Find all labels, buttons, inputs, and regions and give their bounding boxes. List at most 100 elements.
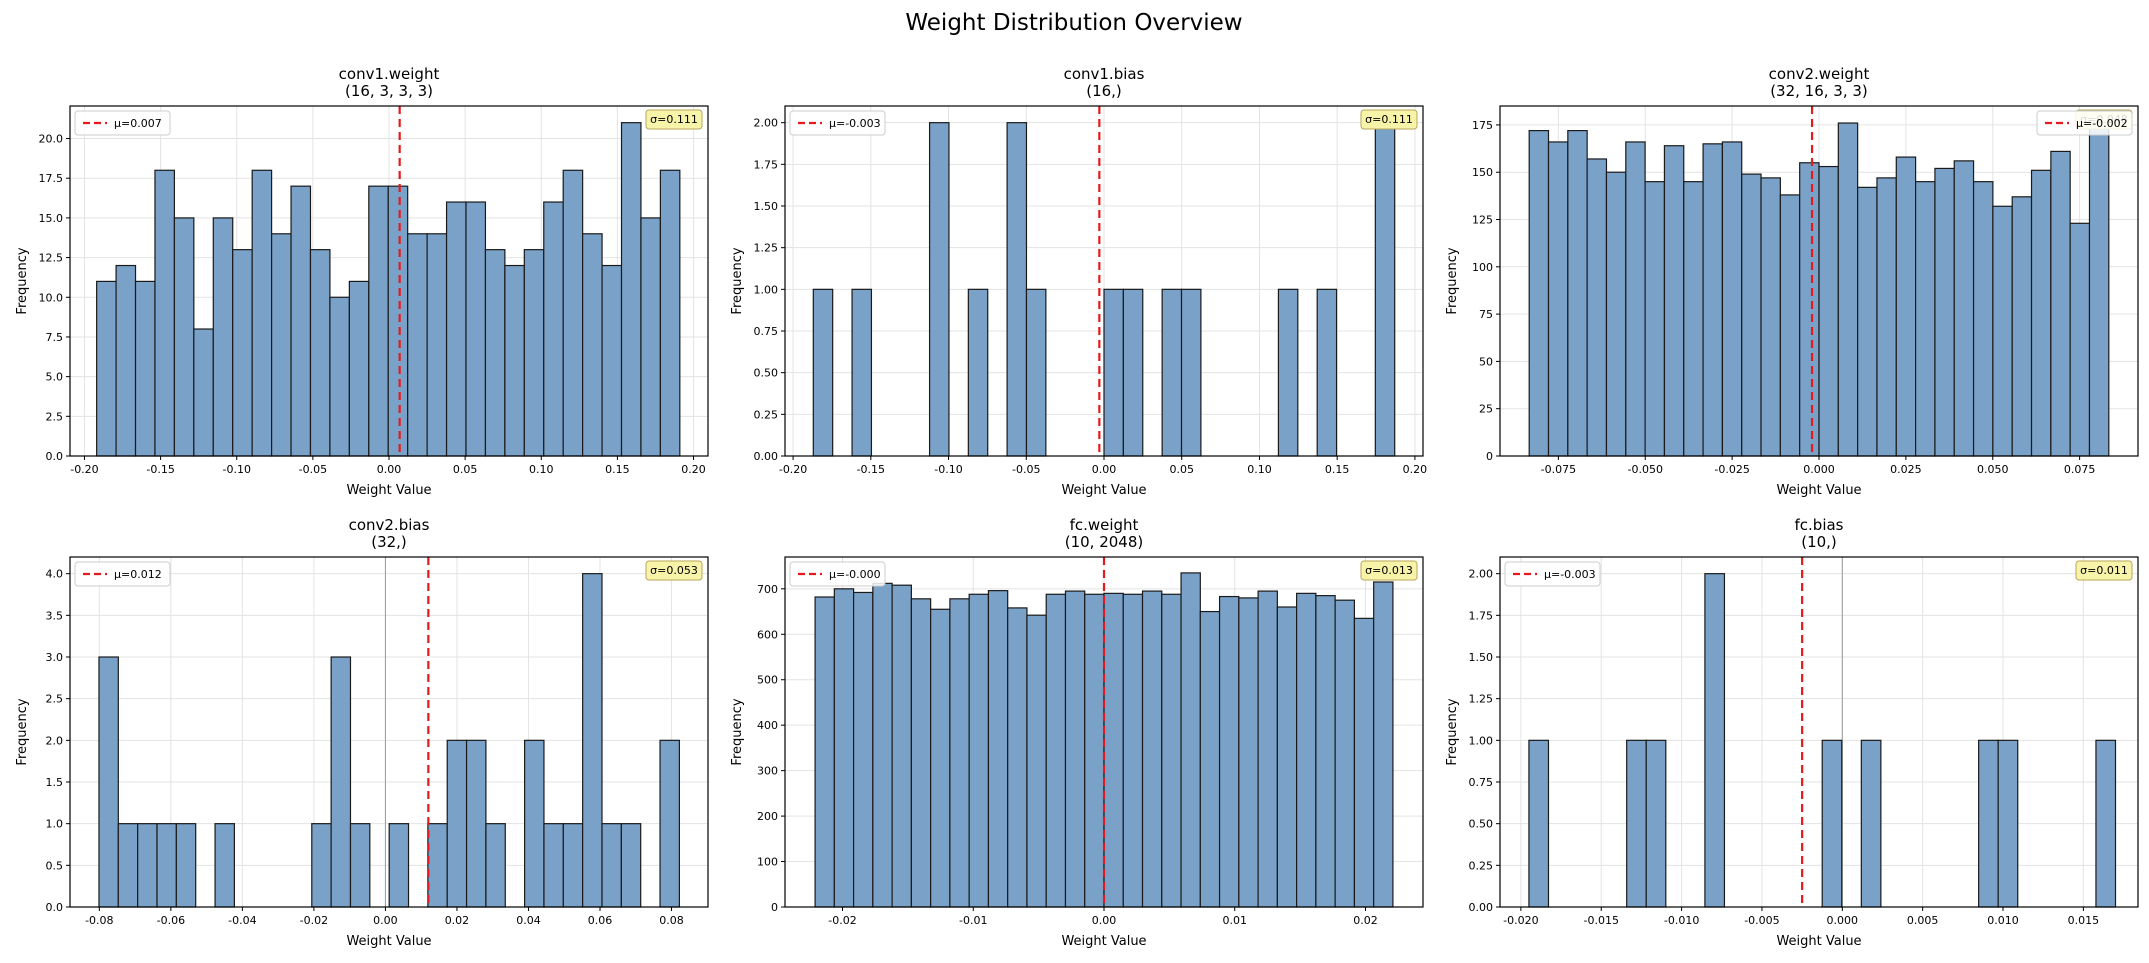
- y-tick-label: 600: [757, 628, 778, 641]
- histogram-bar: [1953, 160, 1975, 457]
- histogram-bar: [484, 249, 506, 457]
- x-tick-label: 0.000: [1827, 914, 1859, 927]
- chart-subtitle: (32,): [371, 533, 407, 551]
- x-tick-label: -0.08: [85, 914, 113, 927]
- legend-label: μ=-0.002: [2076, 117, 2128, 130]
- histogram-bar: [1625, 141, 1646, 457]
- x-tick-label: -0.05: [1012, 463, 1040, 476]
- x-tick-label: -0.020: [1503, 914, 1538, 927]
- histogram-bar: [812, 288, 834, 457]
- histogram-bar: [1683, 181, 1704, 457]
- histogram-bar: [582, 233, 603, 457]
- legend-box: [789, 110, 886, 136]
- histogram-bar: [175, 823, 197, 908]
- histogram-bar: [1334, 599, 1356, 908]
- grid: [1500, 557, 2138, 908]
- y-tick-label: 17.5: [39, 172, 64, 185]
- y-tick-label: 1.50: [754, 200, 779, 213]
- y-tick-label: 2.5: [46, 693, 64, 706]
- histogram-bar: [504, 264, 525, 457]
- sigma-label: σ=0.013: [1365, 564, 1413, 577]
- y-tick-label: 2.5: [46, 410, 64, 423]
- x-tick-label: -0.02: [828, 914, 856, 927]
- x-tick-label: 0.10: [529, 463, 554, 476]
- histogram-bar: [1103, 288, 1124, 457]
- y-tick-label: 5.0: [46, 371, 64, 384]
- histogram-bar: [659, 739, 680, 908]
- histogram-bar: [485, 823, 506, 908]
- histogram-bar: [1702, 143, 1723, 457]
- x-tick-label: -0.20: [779, 463, 807, 476]
- histogram-bar: [1818, 165, 1839, 457]
- x-tick-label: -0.010: [1664, 914, 1699, 927]
- histogram-bar: [1605, 171, 1627, 457]
- histogram-bar: [1528, 739, 1550, 908]
- y-tick-label: 2.00: [1469, 568, 1494, 581]
- y-tick-label: 0.00: [1469, 901, 1494, 914]
- x-tick-label: -0.050: [1628, 463, 1663, 476]
- histogram-bar: [659, 169, 681, 457]
- x-tick-label: -0.025: [1714, 463, 1749, 476]
- y-tick-label: 3.0: [46, 651, 64, 664]
- histogram-bar: [1103, 592, 1124, 908]
- histogram-bar: [620, 823, 642, 908]
- histogram-bar: [2088, 122, 2110, 457]
- histogram-bar: [1045, 593, 1067, 908]
- y-tick-label: 0.50: [754, 367, 779, 380]
- y-tick-label: 300: [757, 765, 778, 778]
- histogram-bar: [2095, 739, 2117, 908]
- x-tick-label: 0.00: [1092, 914, 1117, 927]
- histogram-bar: [1821, 739, 1843, 908]
- y-tick-label: 7.5: [46, 331, 64, 344]
- y-tick-label: 20.0: [39, 133, 64, 146]
- histogram-bar: [290, 185, 312, 457]
- y-tick-label: 1.00: [1469, 734, 1494, 747]
- histogram-bar: [1626, 739, 1647, 908]
- chart-title: conv2.weight: [1769, 65, 1870, 83]
- histogram-bar: [1704, 573, 1726, 908]
- y-tick-label: 0.50: [1469, 818, 1494, 831]
- histogram-bar: [309, 249, 331, 457]
- y-tick-label: 0.00: [754, 450, 779, 463]
- histogram-bar: [1663, 145, 1685, 457]
- histogram-bar: [1373, 581, 1394, 908]
- histogram-bar: [117, 823, 139, 908]
- histogram-bar: [1122, 593, 1144, 908]
- histogram-bar: [987, 590, 1009, 908]
- x-tick-label: 0.20: [681, 463, 706, 476]
- sigma-box: [1360, 109, 1418, 130]
- y-axis-label: Frequency: [15, 247, 30, 314]
- chart-panel-3: conv2.weight(32, 16, 3, 3) -0.075 -0.050 -0…: [1445, 65, 2139, 498]
- histogram-bar: [1122, 288, 1144, 457]
- histogram-bar: [1528, 129, 1550, 457]
- histogram-bar: [1161, 288, 1183, 457]
- x-tick-label: 0.20: [1403, 463, 1428, 476]
- histogram-bar: [1006, 122, 1028, 457]
- histogram-bar: [1084, 593, 1105, 908]
- sigma-box: [645, 109, 703, 130]
- x-tick-label: 0.005: [1907, 914, 1939, 927]
- sigma-label: σ=0.011: [2080, 564, 2128, 577]
- x-tick-label: 0.05: [453, 463, 478, 476]
- chart-title: conv2.bias: [349, 516, 430, 534]
- histogram-bar: [1315, 595, 1336, 908]
- histogram-bar: [1895, 156, 1917, 457]
- histogram-bar: [1837, 122, 1859, 457]
- x-tick-label: 0.15: [605, 463, 630, 476]
- x-tick-label: 0.025: [1890, 463, 1922, 476]
- histogram-bar: [1374, 122, 1396, 457]
- histogram-bar: [1915, 181, 1936, 457]
- sigma-label: σ=0.111: [1365, 113, 1413, 126]
- x-tick-label: 0.01: [1222, 914, 1247, 927]
- chart-title: fc.weight: [1070, 516, 1139, 534]
- x-tick-label: -0.10: [934, 463, 962, 476]
- legend-box: [74, 561, 171, 587]
- histogram-bar: [543, 201, 564, 457]
- histogram-bar: [115, 264, 137, 457]
- histogram-bar: [251, 169, 273, 457]
- x-tick-label: 0.00: [377, 463, 402, 476]
- histogram-bar: [523, 249, 545, 457]
- figure-title: Weight Distribution Overview: [905, 10, 1242, 36]
- histogram-bar: [1860, 739, 1882, 908]
